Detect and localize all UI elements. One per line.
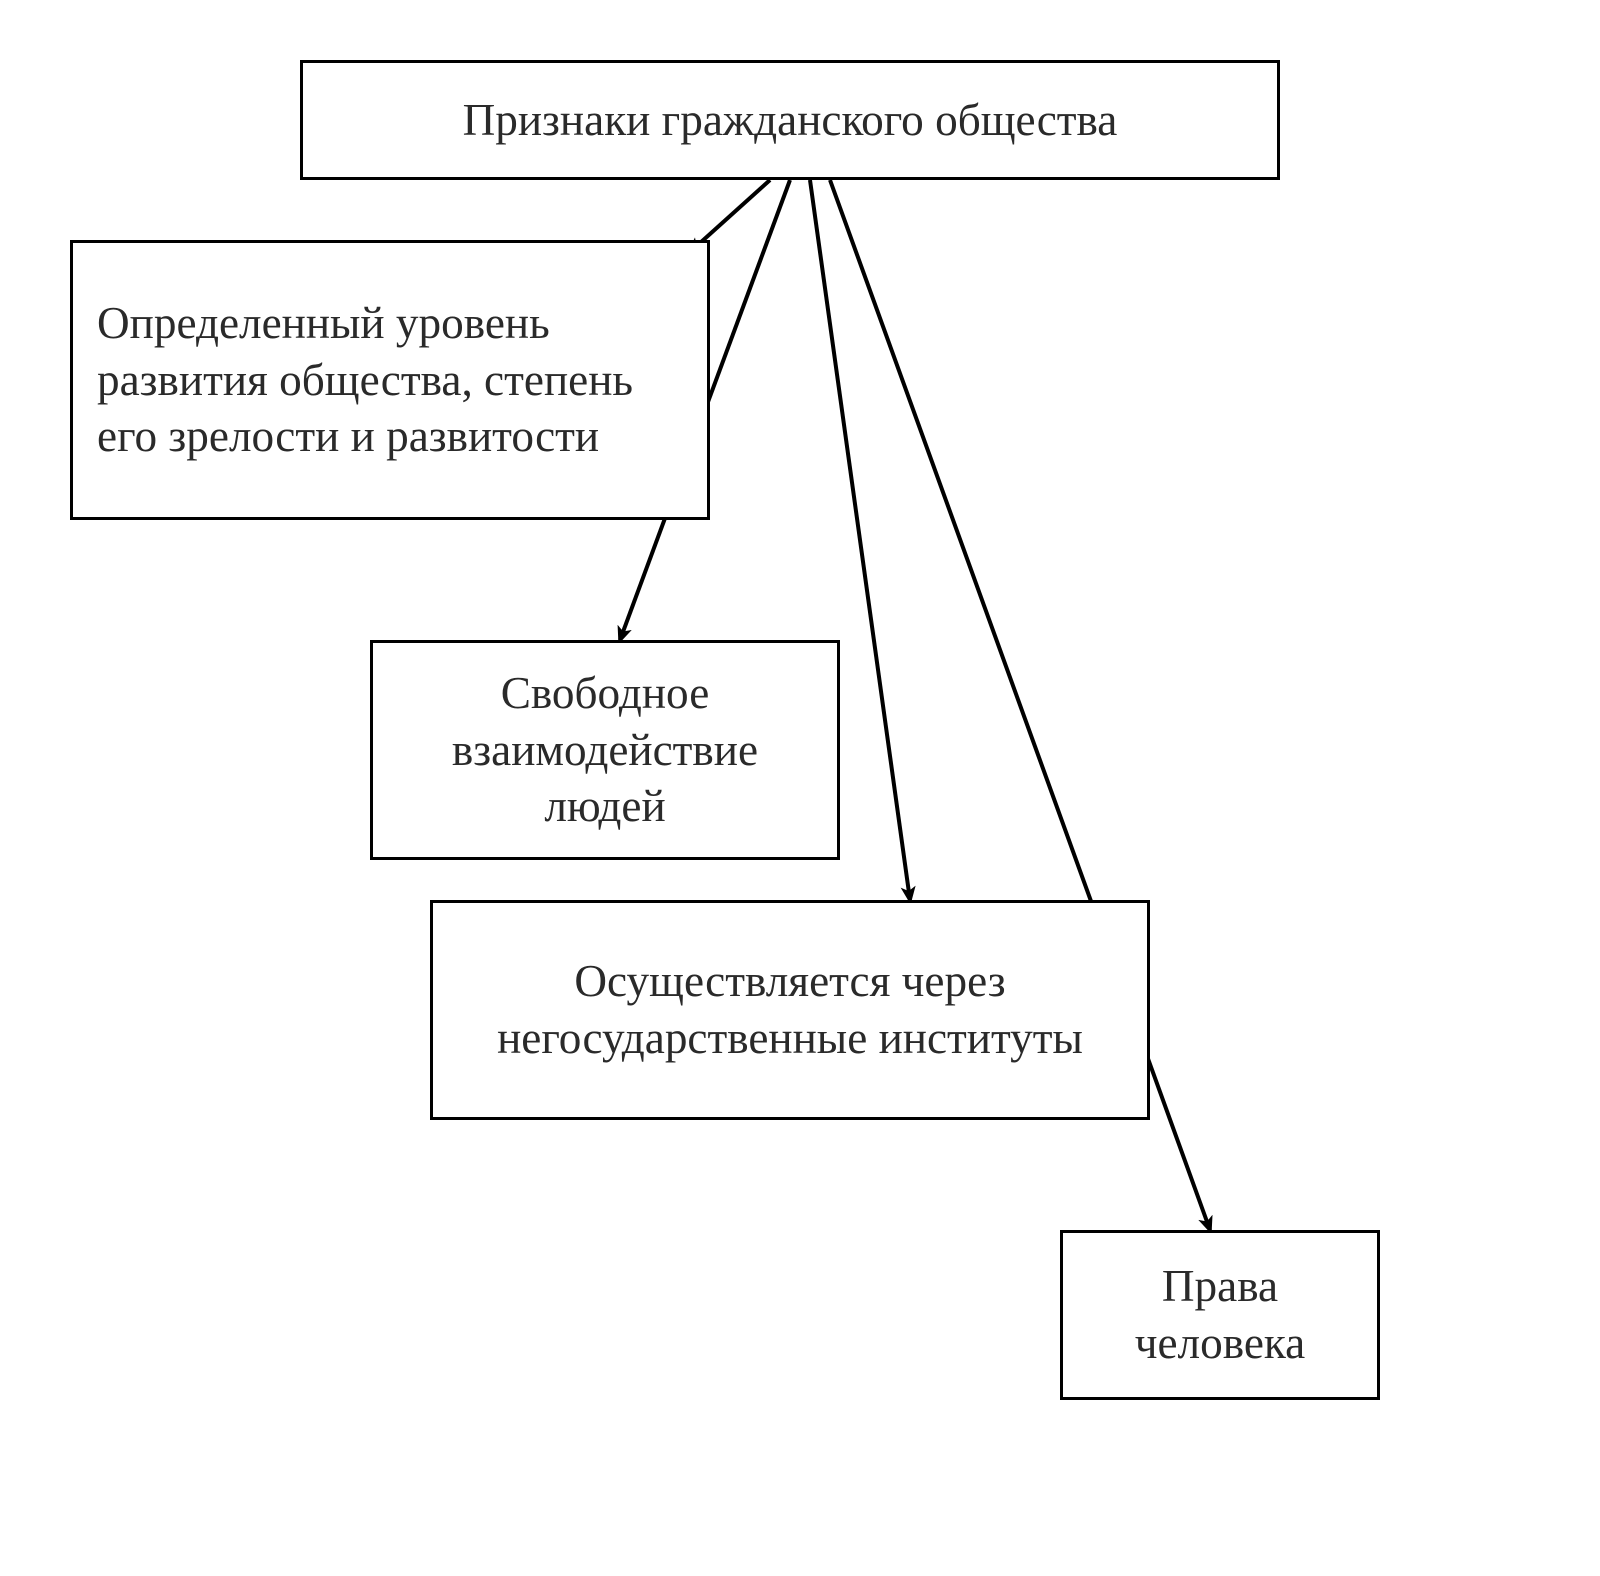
node-n1-label: Определенный уровень развития общества, … (97, 295, 683, 465)
diagram-stage: Признаки гражданского общества Определен… (0, 0, 1600, 1576)
node-n4: Права человека (1060, 1230, 1380, 1400)
node-n2-label: Свободное взаимодействие людей (397, 665, 813, 835)
node-root: Признаки гражданского общества (300, 60, 1280, 180)
node-n1: Определенный уровень развития общества, … (70, 240, 710, 520)
node-n3: Осуществляется через негосударственные и… (430, 900, 1150, 1120)
node-n4-label: Права человека (1087, 1258, 1353, 1371)
node-root-label: Признаки гражданского общества (463, 92, 1118, 149)
node-n3-label: Осуществляется через негосударственные и… (457, 953, 1123, 1066)
node-n2: Свободное взаимодействие людей (370, 640, 840, 860)
